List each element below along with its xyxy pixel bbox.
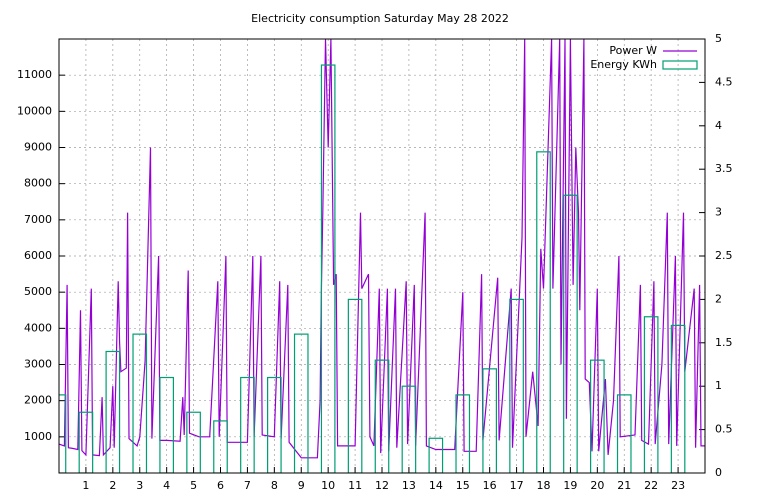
x-tick-label: 12 [375,479,389,492]
x-tick-label: 22 [644,479,658,492]
energy-box [590,359,605,473]
legend-swatch [662,60,698,70]
y-tick-label: 7000 [24,213,52,226]
y2-tick-label: 0 [715,466,722,479]
energy-box [428,437,444,473]
x-tick-label: 3 [136,479,143,492]
energy-box [455,394,471,473]
y-tick-label: 1000 [24,430,52,443]
y2-tick-label: 3 [715,206,722,219]
x-tick-label: 2 [109,479,116,492]
power-line [59,39,705,459]
x-tick-label: 6 [217,479,224,492]
x-tick-label: 10 [321,479,335,492]
x-tick-label: 8 [271,479,278,492]
x-tick-label: 9 [298,479,305,492]
x-tick-label: 11 [348,479,362,492]
energy-box [347,298,363,473]
y-tick-label: 10000 [17,104,52,117]
x-tick-label: 5 [190,479,197,492]
y2-tick-label: 1.5 [715,336,733,349]
plot-frame [58,38,706,474]
x-tick-label: 15 [456,479,470,492]
energy-box [213,420,228,473]
legend-label: Energy KWh [590,58,657,71]
y-tick-label: 4000 [24,321,52,334]
y-tick-label: 6000 [24,249,52,262]
x-tick-label: 19 [563,479,577,492]
energy-box [401,385,417,473]
energy-box [105,350,121,473]
energy-box [643,316,659,473]
y-tick-label: 9000 [24,141,52,154]
y-tick-label: 5000 [24,285,52,298]
legend-label: Power W [609,44,657,57]
energy-box [563,194,578,473]
energy-box [59,394,67,473]
x-tick-label: 23 [671,479,685,492]
y2-tick-label: 2 [715,292,722,305]
y2-tick-label: 3.5 [715,162,733,175]
x-tick-label: 16 [483,479,497,492]
x-tick-label: 14 [429,479,443,492]
x-tick-label: 1 [82,479,89,492]
plot-area [59,39,705,473]
y2-tick-label: 4.5 [715,75,733,88]
y-tick-label: 11000 [17,68,52,81]
energy-box [536,151,551,473]
y2-tick-label: 1 [715,379,722,392]
x-tick-label: 20 [590,479,604,492]
x-tick-label: 18 [537,479,551,492]
energy-box [132,333,148,473]
y2-tick-label: 0.5 [715,423,733,436]
y2-tick-label: 2.5 [715,249,733,262]
x-tick-label: 4 [163,479,170,492]
energy-box [670,324,686,473]
energy-box [482,368,497,473]
x-tick-label: 7 [244,479,251,492]
energy-box [616,394,632,473]
chart-title: Electricity consumption Saturday May 28 … [251,12,509,25]
energy-box [293,333,309,473]
y-tick-label: 8000 [24,177,52,190]
x-tick-label: 17 [510,479,524,492]
y-tick-label: 2000 [24,394,52,407]
y2-tick-label: 4 [715,119,722,132]
x-tick-label: 21 [617,479,631,492]
y-tick-label: 3000 [24,358,52,371]
y2-tick-label: 5 [715,32,722,45]
x-tick-label: 13 [402,479,416,492]
energy-box [509,298,524,473]
energy-box [374,359,390,473]
